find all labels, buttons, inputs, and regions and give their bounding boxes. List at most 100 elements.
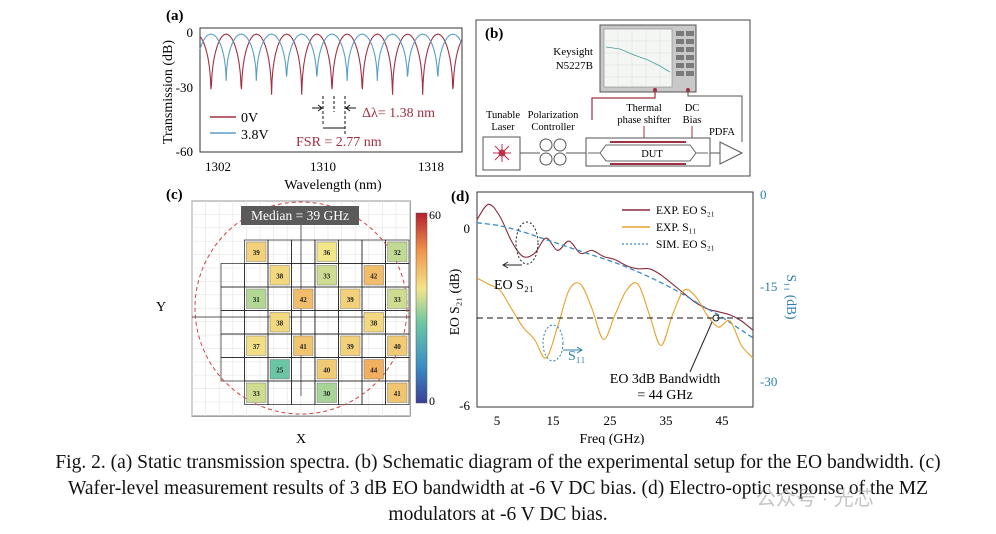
dcbias-label-1: DC — [685, 103, 700, 114]
polarization-paddles-icon — [539, 138, 567, 166]
vna-port-1 — [653, 88, 657, 92]
d-s11-arrow — [563, 346, 583, 354]
wafer-cell-value: 37 — [253, 343, 261, 351]
rf-cable-in — [687, 92, 743, 142]
wafer-cell-value: 33 — [253, 390, 261, 398]
panel-b-setup-schematic: (b) Keysight N5227B — [475, 19, 751, 177]
caption-line-2: Wafer-level measurement results of 3 dB … — [68, 478, 928, 499]
a-fsr-annotation: FSR = 2.77 nm — [296, 135, 382, 150]
wafer-cell-value: 42 — [370, 272, 378, 280]
wafer-cell — [340, 335, 361, 356]
panel-a-transmission-spectra: (a) 0 -30 -60 1302 1310 1318 Wavelength … — [161, 8, 463, 193]
wafer-cell — [387, 382, 408, 403]
panel-b-label: (b) — [485, 26, 503, 42]
wafer-cell — [293, 288, 314, 309]
wafer-cell-value: 39 — [253, 249, 261, 257]
wafer-cell — [387, 335, 408, 356]
d-ylabel-right: S₁₁ (dB) — [784, 274, 799, 319]
d-right-ytick-1: -15 — [760, 279, 777, 294]
d-series-line-0 — [476, 203, 754, 331]
wafer-cell — [269, 312, 290, 333]
wafer-cell — [269, 359, 290, 380]
mzi-waveguide — [588, 144, 708, 162]
panel-c-label: (c) — [166, 187, 183, 203]
d-xtick-1: 15 — [547, 413, 560, 428]
vna-instrument — [599, 24, 697, 93]
wafer-cell — [363, 265, 384, 286]
wafer-cell-value: 39 — [347, 296, 355, 304]
d-right-ytick-2: -30 — [760, 374, 777, 389]
wafer-cell-value: 31 — [253, 296, 261, 304]
wafer-cell — [316, 265, 337, 286]
a-dlambda-arrow-right — [345, 104, 356, 112]
d-s11-annotation: S₁₁ — [568, 349, 586, 364]
laser-label-2: Laser — [491, 122, 515, 133]
wafer-cell-value: 39 — [347, 343, 355, 351]
wafer-cell — [269, 265, 290, 286]
panel-d-label: (d) — [451, 189, 469, 205]
colorbar — [415, 212, 428, 404]
pdfa-amplifier-icon — [719, 141, 744, 165]
vna-screen-grid — [604, 29, 672, 87]
a-ylabel: Transmission (dB) — [161, 40, 176, 144]
d-xlabel: Freq (GHz) — [580, 432, 645, 445]
d-series-line-1 — [476, 222, 754, 339]
d-eo-annotation: EO S₂₁ — [494, 278, 534, 293]
a-legend-0v: 0V — [241, 111, 258, 126]
wafer-cell — [246, 241, 267, 262]
wafer-cell — [316, 241, 337, 262]
c-ylabel: Y — [156, 300, 166, 315]
die-outline — [385, 380, 410, 405]
d-bw-pointer — [689, 321, 713, 373]
a-xtick-1: 1310 — [310, 159, 336, 174]
d-left-ytick-0: 0 — [464, 221, 471, 236]
wafer-cell-value: 38 — [276, 272, 284, 280]
wafer-cell-value: 38 — [370, 319, 378, 327]
d-right-ytick-0: 0 — [760, 187, 767, 202]
d-eo-ellipse — [515, 221, 539, 265]
figure: (a) 0 -30 -60 1302 1310 1318 Wavelength … — [156, 8, 799, 445]
wafer-cell-value: 40 — [394, 343, 402, 351]
colorbar-tick-min: 0 — [429, 394, 435, 408]
thermal-label-1: Thermal — [626, 103, 662, 114]
a-dlambda-annotation: Δλ= 1.38 nm — [362, 106, 435, 121]
wafer-cell-value: 25 — [276, 366, 284, 374]
laser-label-1: Tunable — [486, 110, 520, 121]
median-badge — [241, 206, 359, 225]
wafer-cell-value: 33 — [394, 296, 402, 304]
d-bw-annotation-1: EO 3dB Bandwidth — [610, 372, 720, 387]
thermal-label-2: phase shifter — [617, 115, 671, 126]
colorbar-tick-max: 60 — [429, 208, 441, 222]
polarization-label-2: Controller — [531, 122, 575, 133]
wafer-cell — [363, 312, 384, 333]
wafer-cell-value: 42 — [300, 296, 308, 304]
wafer-cell-value: 38 — [276, 319, 284, 327]
a-dlambda-arrow-left — [312, 104, 323, 112]
vna-port-2 — [686, 88, 690, 92]
panel-a-axes — [199, 27, 463, 153]
wafer-cell — [246, 288, 267, 309]
wafer-cell-value: 44 — [370, 366, 378, 374]
d-xtick-2: 25 — [604, 413, 617, 428]
wafer-cell — [363, 359, 384, 380]
c-xlabel: X — [296, 432, 306, 445]
wafer-cells: 39 36 32 38 33 42 31 42 39 33 38 38 37 41 39 40 25 40 44 33… — [246, 241, 408, 403]
d-series-line-2 — [476, 277, 754, 359]
a-xtick-0: 1302 — [205, 159, 231, 174]
a-series-line-0 — [199, 33, 463, 95]
wafer-cell — [316, 382, 337, 403]
d-legend-2: SIM. EO S₂₁ — [656, 239, 715, 251]
d-eo-arrow — [502, 261, 522, 269]
wafer-cell-value: 41 — [300, 343, 308, 351]
a-xtick-2: 1318 — [418, 159, 444, 174]
a-ytick-0: 0 — [187, 25, 194, 40]
wafer-cell — [387, 241, 408, 262]
wafer-cell-value: 41 — [394, 390, 402, 398]
dcbias-label-2: Bias — [683, 115, 702, 126]
caption-line-3: modulators at -6 V DC bias. — [388, 504, 608, 525]
d-left-ytick-1: -6 — [459, 398, 470, 413]
panel-c-wafer-map: (c) 39 36 32 38 33 42 31 42 39 33 38 38 37 41 39 40 25 40… — [156, 187, 441, 445]
panel-d-eo-response: (d) 0 -6 EO S₂₁ (dB) 0 -15 -30 S₁₁ (dB) … — [447, 187, 799, 445]
wafer-cell-value: 32 — [394, 249, 402, 257]
vna-trace — [605, 46, 671, 73]
